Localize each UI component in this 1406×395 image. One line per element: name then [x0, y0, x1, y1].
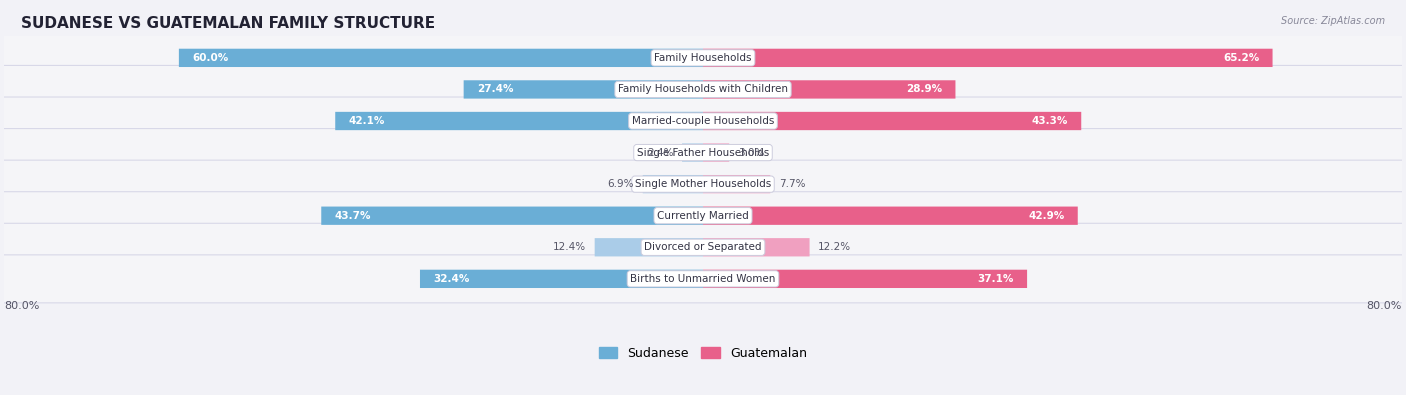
Text: 32.4%: 32.4%	[433, 274, 470, 284]
FancyBboxPatch shape	[420, 270, 703, 288]
FancyBboxPatch shape	[464, 80, 703, 99]
FancyBboxPatch shape	[703, 112, 1081, 130]
Text: 2.4%: 2.4%	[647, 148, 673, 158]
Text: 28.9%: 28.9%	[907, 85, 942, 94]
Text: 27.4%: 27.4%	[477, 85, 513, 94]
Text: Source: ZipAtlas.com: Source: ZipAtlas.com	[1281, 16, 1385, 26]
Text: SUDANESE VS GUATEMALAN FAMILY STRUCTURE: SUDANESE VS GUATEMALAN FAMILY STRUCTURE	[21, 16, 436, 31]
Text: 43.7%: 43.7%	[335, 211, 371, 221]
FancyBboxPatch shape	[0, 129, 1406, 177]
Text: 65.2%: 65.2%	[1223, 53, 1260, 63]
FancyBboxPatch shape	[643, 175, 703, 193]
FancyBboxPatch shape	[703, 80, 956, 99]
FancyBboxPatch shape	[703, 143, 730, 162]
Text: Family Households: Family Households	[654, 53, 752, 63]
FancyBboxPatch shape	[335, 112, 703, 130]
FancyBboxPatch shape	[0, 34, 1406, 82]
FancyBboxPatch shape	[703, 49, 1272, 67]
FancyBboxPatch shape	[703, 238, 810, 256]
Text: Family Households with Children: Family Households with Children	[619, 85, 787, 94]
Text: Divorced or Separated: Divorced or Separated	[644, 242, 762, 252]
Text: 80.0%: 80.0%	[4, 301, 39, 311]
Text: Single Father Households: Single Father Households	[637, 148, 769, 158]
Text: 6.9%: 6.9%	[607, 179, 634, 189]
FancyBboxPatch shape	[0, 160, 1406, 208]
Text: 60.0%: 60.0%	[193, 53, 228, 63]
Text: Single Mother Households: Single Mother Households	[636, 179, 770, 189]
FancyBboxPatch shape	[703, 175, 770, 193]
Text: 43.3%: 43.3%	[1032, 116, 1069, 126]
FancyBboxPatch shape	[0, 223, 1406, 271]
FancyBboxPatch shape	[0, 255, 1406, 303]
FancyBboxPatch shape	[321, 207, 703, 225]
Text: Married-couple Households: Married-couple Households	[631, 116, 775, 126]
Text: 12.2%: 12.2%	[818, 242, 852, 252]
Text: 80.0%: 80.0%	[1367, 301, 1402, 311]
FancyBboxPatch shape	[682, 143, 703, 162]
FancyBboxPatch shape	[0, 192, 1406, 240]
Text: 3.0%: 3.0%	[738, 148, 765, 158]
Text: 12.4%: 12.4%	[553, 242, 586, 252]
Text: 7.7%: 7.7%	[779, 179, 806, 189]
Text: Births to Unmarried Women: Births to Unmarried Women	[630, 274, 776, 284]
Text: Currently Married: Currently Married	[657, 211, 749, 221]
FancyBboxPatch shape	[179, 49, 703, 67]
FancyBboxPatch shape	[703, 207, 1078, 225]
Legend: Sudanese, Guatemalan: Sudanese, Guatemalan	[593, 342, 813, 365]
Text: 42.1%: 42.1%	[349, 116, 385, 126]
Text: 37.1%: 37.1%	[977, 274, 1014, 284]
FancyBboxPatch shape	[703, 270, 1028, 288]
Text: 42.9%: 42.9%	[1028, 211, 1064, 221]
FancyBboxPatch shape	[595, 238, 703, 256]
FancyBboxPatch shape	[0, 97, 1406, 145]
FancyBboxPatch shape	[0, 66, 1406, 113]
